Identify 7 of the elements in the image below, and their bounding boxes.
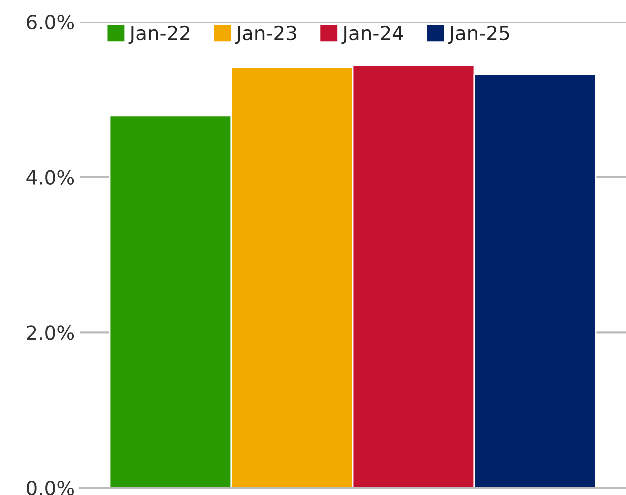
legend-label: Jan-22 (128, 26, 190, 44)
y-tick-label: 6.0% (27, 14, 74, 30)
y-tick-label: 4.0% (26, 170, 74, 185)
y-tick-label: 2.0% (27, 326, 74, 340)
legend-label: Jan-24 (342, 26, 404, 44)
legend-label: Jan-23 (235, 26, 296, 44)
legend-label: Jan-25 (448, 26, 510, 44)
